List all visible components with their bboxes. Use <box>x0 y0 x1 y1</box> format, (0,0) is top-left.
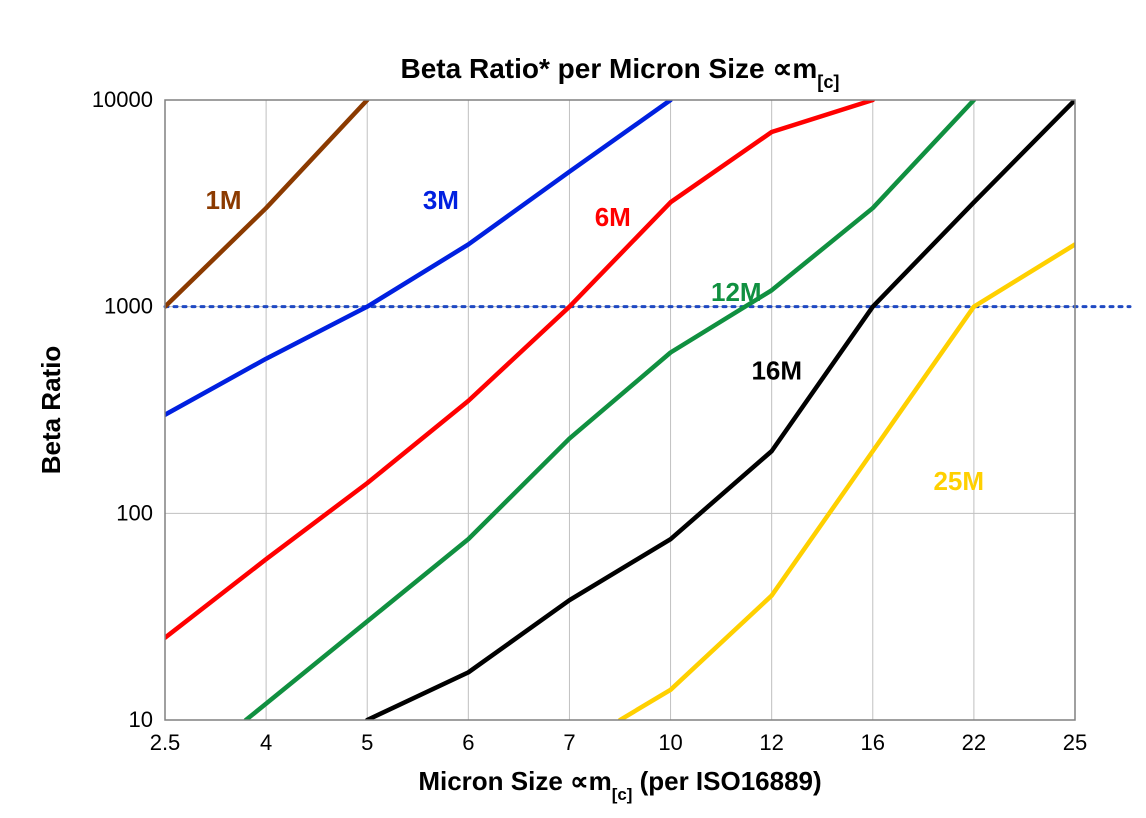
series-label-25m: 25M <box>933 466 984 496</box>
x-tick-label: 22 <box>962 730 986 755</box>
x-tick-label: 25 <box>1063 730 1087 755</box>
series-label-3m: 3M <box>423 185 459 215</box>
series-label-1m: 1M <box>205 185 241 215</box>
y-tick-label: 10 <box>129 707 153 732</box>
series-label-16m: 16M <box>751 355 802 385</box>
x-tick-label: 6 <box>462 730 474 755</box>
x-tick-label: 10 <box>658 730 682 755</box>
x-tick-label: 12 <box>759 730 783 755</box>
beta-ratio-chart: 1M 3M 6M 12M 16M 25M 2.5 4 5 6 7 10 12 16 22 25 10 100 100… <box>0 0 1146 818</box>
y-tick-label: 10000 <box>92 87 153 112</box>
x-tick-label: 5 <box>361 730 373 755</box>
y-axis-label: Beta Ratio <box>36 346 66 475</box>
series-label-12m: 12M <box>711 277 762 307</box>
series-label-6m: 6M <box>595 202 631 232</box>
chart-container: 1M 3M 6M 12M 16M 25M 2.5 4 5 6 7 10 12 16 22 25 10 100 100… <box>0 0 1146 818</box>
y-tick-label: 1000 <box>104 294 153 319</box>
x-tick-label: 7 <box>563 730 575 755</box>
x-tick-label: 2.5 <box>150 730 181 755</box>
x-tick-label: 4 <box>260 730 272 755</box>
x-tick-label: 16 <box>861 730 885 755</box>
y-tick-label: 100 <box>116 500 153 525</box>
